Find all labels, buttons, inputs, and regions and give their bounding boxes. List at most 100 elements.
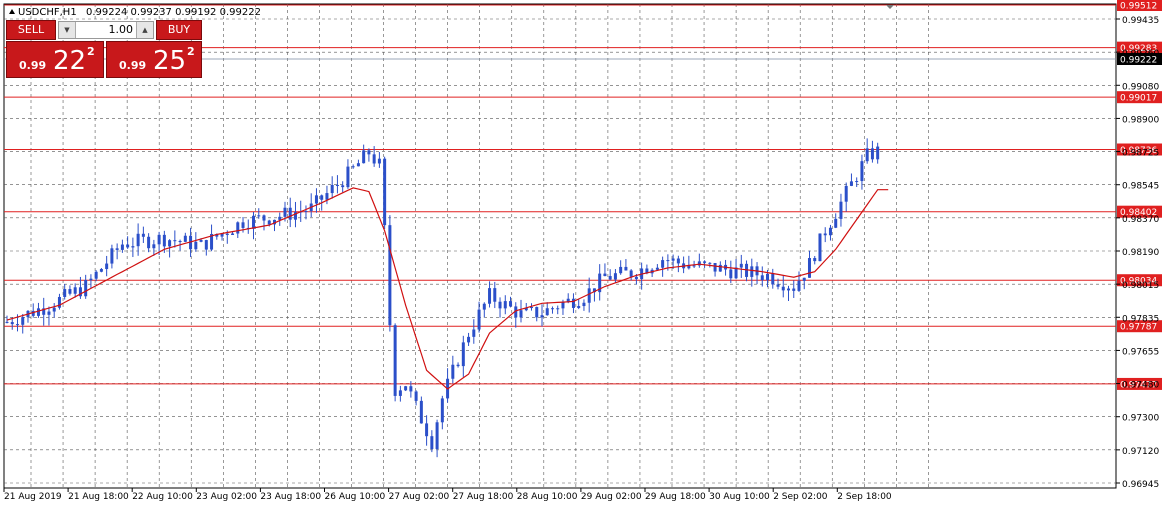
candle-body: [126, 244, 130, 248]
candle-body: [440, 398, 444, 423]
candle-body: [535, 307, 539, 318]
candle-body: [776, 284, 780, 287]
candle-body: [834, 218, 838, 228]
candle-body: [136, 233, 140, 247]
sell-price-prefix: 0.99: [19, 59, 47, 72]
price-level-label: 0.98034: [1120, 277, 1157, 287]
candle-body: [619, 266, 623, 274]
candle-body: [404, 386, 408, 391]
candle-body: [509, 301, 513, 307]
chart-shift-icon[interactable]: [886, 5, 894, 9]
candle-body: [252, 215, 256, 229]
x-tick-label: 28 Aug 10:00: [517, 492, 578, 502]
candle-body: [105, 263, 109, 270]
candle-body: [739, 263, 743, 268]
candle-body: [15, 324, 19, 326]
candle-body: [787, 288, 791, 291]
collapse-icon[interactable]: [9, 9, 15, 14]
sell-price-button[interactable]: 0.99 22 2: [6, 41, 104, 78]
x-tick-label: 27 Aug 18:00: [453, 492, 514, 502]
candle-body: [629, 270, 633, 277]
candle-body: [865, 148, 869, 162]
y-tick-label: 0.97300: [1122, 414, 1159, 424]
y-tick-label: 0.98725: [1122, 149, 1159, 159]
candle-body: [844, 185, 848, 202]
candle-body: [131, 246, 135, 248]
candle-body: [215, 233, 219, 237]
candle-body: [141, 233, 145, 237]
candle-body: [283, 207, 287, 217]
x-tick-label: 22 Aug 10:00: [132, 492, 193, 502]
x-tick-label: 29 Aug 02:00: [581, 492, 642, 502]
candle-body: [377, 158, 381, 164]
y-tick-label: 0.98015: [1122, 281, 1159, 291]
candle-body: [671, 258, 675, 261]
current-price-box: [1117, 53, 1162, 66]
candle-body: [367, 150, 371, 155]
price-level-label: 0.99283: [1120, 44, 1157, 54]
candle-body: [587, 288, 591, 303]
price-level-label: 0.97477: [1120, 380, 1157, 390]
candle-body: [624, 266, 628, 271]
candle-body: [346, 166, 350, 188]
candle-body: [493, 288, 497, 302]
candle-body: [503, 301, 507, 309]
candle-body: [262, 215, 266, 221]
candle-body: [57, 296, 61, 308]
y-tick-label: 0.99080: [1122, 82, 1159, 92]
x-tick-label: 27 Aug 02:00: [389, 492, 450, 502]
candle-body: [68, 289, 72, 294]
candle-body: [73, 287, 77, 294]
candle-body: [828, 227, 832, 236]
lot-increase-icon[interactable]: ▲: [136, 22, 153, 38]
x-tick-label: 2 Sep 02:00: [773, 492, 828, 502]
y-tick-label: 0.98190: [1122, 248, 1159, 258]
candle-body: [320, 195, 324, 200]
candle-body: [818, 233, 822, 262]
candle-body: [330, 184, 334, 194]
x-tick-label: 29 Aug 18:00: [645, 492, 706, 502]
lot-size-field[interactable]: ▼ 1.00 ▲: [58, 21, 154, 39]
candle-body: [288, 207, 292, 220]
candle-body: [813, 258, 817, 262]
price-level-box: [1117, 91, 1162, 104]
candle-body: [398, 390, 402, 396]
candle-body: [839, 201, 843, 219]
candle-body: [314, 195, 318, 204]
candle-body: [409, 386, 413, 392]
lot-value[interactable]: 1.00: [108, 23, 134, 36]
candle-body: [293, 212, 297, 220]
candle-body: [603, 273, 607, 277]
candle-body: [257, 215, 261, 217]
price-level-label: 0.97787: [1120, 323, 1157, 333]
candle-body: [792, 288, 796, 291]
candle-body: [147, 236, 151, 249]
candle-body: [802, 277, 806, 281]
candle-body: [592, 288, 596, 293]
lot-decrease-icon[interactable]: ▼: [59, 22, 76, 38]
candle-body: [183, 235, 187, 242]
candle-body: [210, 233, 214, 250]
x-tick-label: 30 Aug 10:00: [709, 492, 770, 502]
price-level-label: 0.98402: [1120, 208, 1157, 218]
price-level-label: 0.99017: [1120, 94, 1157, 104]
buy-price-prefix: 0.99: [119, 59, 147, 72]
y-tick-label: 0.98370: [1122, 215, 1159, 225]
candle-body: [467, 336, 471, 343]
candle-body: [84, 280, 88, 297]
candle-body: [168, 240, 172, 247]
candle-body: [383, 158, 387, 226]
candle-body: [194, 241, 198, 250]
candle-body: [766, 273, 770, 281]
candle-body: [472, 329, 476, 337]
sell-button[interactable]: SELL: [6, 20, 56, 40]
candle-body: [5, 321, 9, 323]
buy-button[interactable]: BUY: [156, 20, 202, 40]
buy-price-button[interactable]: 0.99 25 2: [106, 41, 202, 78]
price-level-box: [1117, 41, 1162, 54]
x-tick-label: 21 Aug 2019: [4, 492, 62, 502]
candle-body: [52, 307, 56, 312]
x-tick-label: 2 Sep 18:00: [837, 492, 892, 502]
